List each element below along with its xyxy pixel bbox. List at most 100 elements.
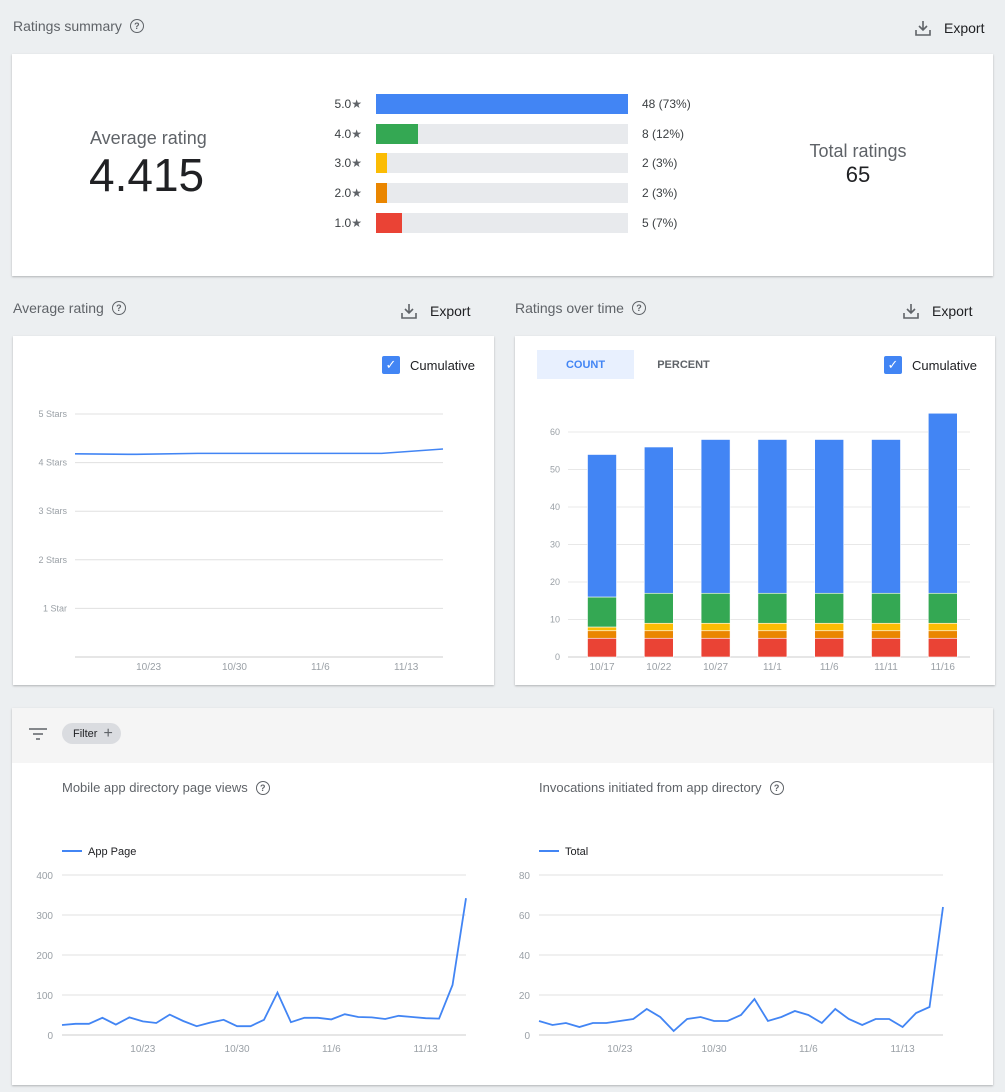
x-tick-label: 10/23	[136, 662, 161, 673]
bar-segment	[700, 439, 731, 594]
rating-row-2.0: 2.0★ 2 (3%)	[322, 183, 691, 204]
rating-bar-track	[376, 153, 628, 174]
average-rating-header: Average rating ?	[13, 300, 126, 316]
cumulative-checkbox[interactable]: ✓ Cumulative	[884, 356, 977, 374]
bar-segment	[587, 630, 617, 639]
bar-segment	[643, 637, 674, 658]
y-tick-label: 40	[550, 502, 560, 512]
ratings-summary-title: Ratings summary	[13, 18, 122, 34]
legend-label: App Page	[88, 846, 136, 858]
rating-bar-fill	[376, 123, 418, 144]
tab-percent[interactable]: PERCENT	[657, 358, 710, 371]
average-rating-card: ✓ Cumulative	[13, 336, 494, 685]
average-rating-value: 4.415	[89, 149, 205, 201]
y-tick-label: 60	[550, 427, 560, 437]
tab-count[interactable]: COUNT	[537, 350, 634, 379]
bar-segment	[587, 596, 617, 628]
y-tick-label: 5 Stars	[38, 409, 67, 419]
rating-bar-track	[376, 123, 628, 144]
export-label: Export	[430, 303, 471, 319]
rating-row-count: 2 (3%)	[642, 156, 678, 171]
y-tick-label: 0	[555, 652, 560, 662]
x-tick-label: 11/6	[820, 662, 839, 673]
y-tick-label: 0	[524, 1031, 530, 1042]
x-tick-label: 11/11	[874, 662, 898, 673]
rating-row-4.0: 4.0★ 8 (12%)	[322, 123, 691, 144]
y-tick-label: 0	[47, 1031, 53, 1042]
rating-row-label: 2.0★	[334, 186, 362, 201]
bar-segment	[643, 446, 674, 594]
y-tick-label: 300	[36, 911, 53, 922]
average-export-button[interactable]: Export	[400, 302, 470, 320]
x-tick-label: 10/30	[225, 1044, 250, 1055]
rating-row-1.0: 1.0★ 5 (7%)	[322, 212, 691, 233]
bar-segment	[700, 622, 731, 632]
download-icon	[401, 304, 417, 319]
x-tick-label: 11/16	[931, 662, 956, 673]
help-icon[interactable]: ?	[255, 780, 270, 795]
x-tick-label: 11/13	[413, 1044, 438, 1055]
cumulative-checkbox[interactable]: ✓ Cumulative	[382, 356, 475, 374]
bar-segment	[871, 622, 901, 632]
rating-row-count: 5 (7%)	[642, 215, 678, 230]
export-label: Export	[944, 20, 985, 36]
invocations-header: Invocations initiated from app directory…	[539, 780, 784, 795]
y-tick-label: 30	[550, 540, 560, 550]
bar-segment	[927, 630, 958, 639]
bar-segment	[927, 412, 958, 594]
help-icon[interactable]: ?	[631, 301, 646, 315]
bar-segment	[700, 630, 731, 639]
help-icon[interactable]: ?	[769, 780, 784, 795]
average-rating-title: Average rating	[13, 300, 104, 316]
ratings-summary-card: Average rating 4.415 5.0★ 48 (73%) 4.0★ 8…	[12, 54, 993, 276]
rating-bar-fill	[376, 153, 387, 174]
bar-segment	[814, 630, 845, 639]
x-tick-label: 10/17	[589, 662, 614, 673]
filter-chip[interactable]: Filter +	[62, 723, 121, 744]
help-icon[interactable]: ?	[111, 301, 126, 315]
page-views-header: Mobile app directory page views ?	[62, 780, 270, 795]
cumulative-label: Cumulative	[410, 357, 476, 373]
checkmark-icon: ✓	[382, 356, 400, 374]
x-tick-label: 10/22	[646, 662, 671, 673]
bar-segment	[871, 592, 901, 624]
filter-bar: Filter +	[12, 708, 993, 763]
y-tick-label: 200	[36, 951, 53, 962]
bar-segment	[757, 630, 788, 639]
bar-segment	[587, 637, 617, 658]
y-tick-label: 20	[519, 991, 531, 1002]
legend-label: Total	[565, 846, 588, 858]
star-icon: ★	[351, 186, 362, 201]
bar-segment	[587, 626, 617, 632]
x-tick-label: 10/30	[222, 662, 247, 673]
rating-bar-track	[376, 212, 628, 233]
bar-segment	[757, 622, 788, 632]
y-tick-label: 1 Star	[43, 603, 67, 613]
bar-segment	[814, 622, 845, 632]
bar-segment	[757, 592, 788, 624]
rating-row-label: 5.0★	[334, 97, 362, 111]
x-tick-label: 11/6	[311, 662, 330, 673]
ratings-over-time-title: Ratings over time	[515, 300, 624, 316]
rating-bar-track	[376, 94, 628, 114]
series-line	[61, 898, 467, 1028]
directory-stats-card: Filter + Mobile app directory page views…	[12, 708, 993, 1085]
time-export-button[interactable]: Export	[902, 302, 972, 320]
bar-segment	[643, 592, 674, 624]
bar-segment	[700, 592, 731, 624]
x-tick-label: 11/13	[394, 662, 419, 673]
star-icon: ★	[351, 156, 362, 171]
bar-segment	[587, 454, 617, 598]
download-icon	[903, 304, 919, 319]
summary-export-button[interactable]: Export	[914, 19, 984, 37]
help-icon[interactable]: ?	[129, 19, 144, 33]
y-tick-label: 2 Stars	[38, 555, 67, 565]
y-tick-label: 10	[550, 615, 560, 625]
bar-segment	[700, 637, 731, 658]
rating-row-count: 8 (12%)	[642, 126, 685, 141]
bar-segment	[871, 637, 901, 658]
average-rating-line	[74, 448, 444, 456]
star-icon: ★	[351, 215, 362, 230]
rating-row-label: 4.0★	[334, 126, 362, 141]
filter-icon[interactable]	[29, 727, 47, 741]
